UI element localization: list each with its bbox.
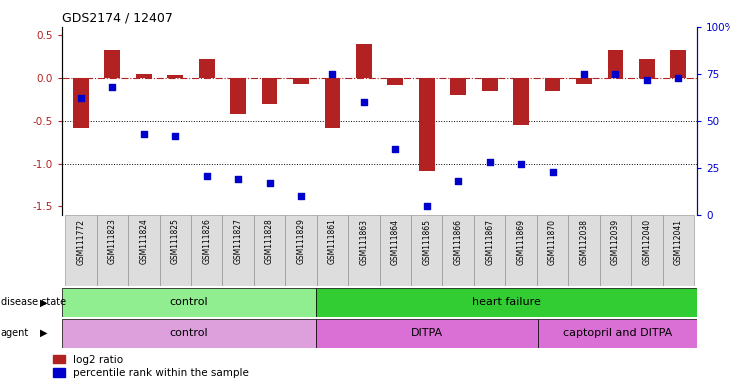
Text: GSM112041: GSM112041 — [674, 218, 683, 265]
Bar — [419, 78, 434, 170]
Text: GSM111867: GSM111867 — [485, 218, 494, 265]
FancyBboxPatch shape — [442, 215, 474, 286]
FancyBboxPatch shape — [663, 215, 694, 286]
Point — [453, 178, 464, 184]
Text: GSM111828: GSM111828 — [265, 218, 274, 264]
Text: GSM111864: GSM111864 — [391, 218, 400, 265]
Bar — [545, 78, 561, 91]
Text: GSM111826: GSM111826 — [202, 218, 211, 265]
Text: heart failure: heart failure — [472, 297, 541, 308]
FancyBboxPatch shape — [285, 215, 317, 286]
Point — [547, 169, 558, 175]
Bar — [576, 78, 592, 84]
FancyBboxPatch shape — [128, 215, 160, 286]
Text: GSM111861: GSM111861 — [328, 218, 337, 265]
Point — [515, 161, 527, 167]
Text: GSM112040: GSM112040 — [642, 218, 651, 265]
FancyBboxPatch shape — [191, 215, 223, 286]
Bar — [73, 78, 89, 128]
Text: GSM112039: GSM112039 — [611, 218, 620, 265]
FancyBboxPatch shape — [537, 215, 568, 286]
Bar — [136, 74, 152, 78]
Point — [390, 146, 402, 152]
FancyBboxPatch shape — [96, 215, 128, 286]
Text: disease state: disease state — [1, 297, 66, 308]
Bar — [356, 44, 372, 78]
FancyBboxPatch shape — [599, 215, 631, 286]
Text: GSM111863: GSM111863 — [359, 218, 369, 265]
FancyBboxPatch shape — [568, 215, 599, 286]
Bar — [261, 78, 277, 104]
Bar — [450, 78, 466, 95]
Text: agent: agent — [1, 328, 29, 338]
Text: GSM111870: GSM111870 — [548, 218, 557, 265]
Point — [295, 193, 307, 199]
Legend: log2 ratio, percentile rank within the sample: log2 ratio, percentile rank within the s… — [53, 355, 250, 378]
Text: DITPA: DITPA — [411, 328, 443, 338]
Text: GSM112038: GSM112038 — [580, 218, 588, 265]
Bar — [325, 78, 340, 128]
Point — [138, 131, 150, 137]
FancyBboxPatch shape — [474, 215, 505, 286]
FancyBboxPatch shape — [65, 215, 96, 286]
Text: GSM111869: GSM111869 — [517, 218, 526, 265]
Bar — [167, 75, 183, 78]
Text: GSM111824: GSM111824 — [139, 218, 148, 265]
FancyBboxPatch shape — [539, 319, 697, 348]
Text: GDS2174 / 12407: GDS2174 / 12407 — [62, 12, 173, 25]
Text: ▶: ▶ — [40, 297, 47, 308]
Bar — [199, 60, 215, 78]
Text: control: control — [170, 297, 208, 308]
FancyBboxPatch shape — [505, 215, 537, 286]
Bar — [230, 78, 246, 114]
Point — [326, 71, 338, 77]
FancyBboxPatch shape — [316, 319, 539, 348]
Text: GSM111865: GSM111865 — [422, 218, 431, 265]
Point — [610, 71, 621, 77]
Point — [107, 84, 118, 90]
FancyBboxPatch shape — [62, 288, 316, 317]
Point — [232, 176, 244, 182]
Bar — [482, 78, 498, 91]
Bar — [639, 60, 655, 78]
Text: GSM111866: GSM111866 — [454, 218, 463, 265]
Text: GSM111772: GSM111772 — [77, 218, 85, 265]
FancyBboxPatch shape — [317, 215, 348, 286]
Point — [201, 172, 212, 179]
Point — [169, 133, 181, 139]
FancyBboxPatch shape — [254, 215, 285, 286]
Point — [484, 159, 496, 166]
FancyBboxPatch shape — [316, 288, 697, 317]
Point — [358, 99, 369, 105]
Point — [578, 71, 590, 77]
Point — [421, 203, 433, 209]
Text: captopril and DITPA: captopril and DITPA — [563, 328, 672, 338]
Bar — [388, 78, 403, 85]
FancyBboxPatch shape — [380, 215, 411, 286]
FancyBboxPatch shape — [160, 215, 191, 286]
FancyBboxPatch shape — [223, 215, 254, 286]
Point — [264, 180, 275, 186]
Text: GSM111825: GSM111825 — [171, 218, 180, 265]
Text: GSM111827: GSM111827 — [234, 218, 242, 265]
Text: ▶: ▶ — [40, 328, 47, 338]
Text: GSM111829: GSM111829 — [296, 218, 305, 265]
FancyBboxPatch shape — [348, 215, 380, 286]
Bar — [513, 78, 529, 125]
Bar — [607, 50, 623, 78]
Point — [672, 74, 684, 81]
FancyBboxPatch shape — [631, 215, 663, 286]
Text: control: control — [170, 328, 208, 338]
FancyBboxPatch shape — [62, 319, 316, 348]
Point — [75, 95, 87, 101]
Point — [641, 76, 653, 83]
Bar — [104, 50, 120, 78]
Bar — [670, 50, 686, 78]
Text: GSM111823: GSM111823 — [108, 218, 117, 265]
Bar — [293, 78, 309, 84]
FancyBboxPatch shape — [411, 215, 442, 286]
